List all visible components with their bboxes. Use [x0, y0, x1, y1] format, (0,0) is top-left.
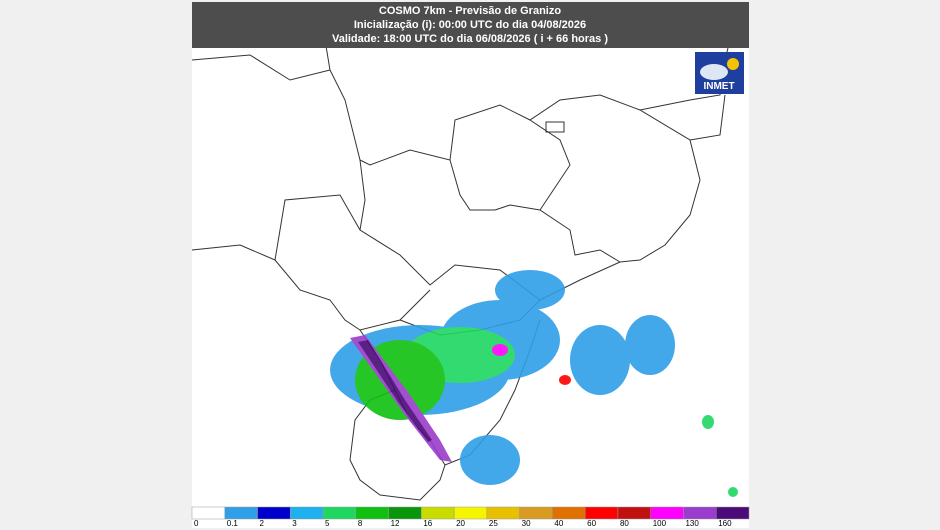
- map-panel: [192, 2, 749, 528]
- hail-area: [570, 325, 630, 395]
- legend-swatch: [388, 506, 422, 520]
- legend: 0 0.1 2 3 5 8 12 16 20 25 30 40 60 80 100 130 160: [191, 506, 750, 528]
- logo-cloud: [700, 64, 728, 80]
- legend-label: 130: [685, 519, 699, 528]
- header-bar: [192, 2, 749, 48]
- legend-label: 25: [489, 519, 498, 528]
- legend-label: 2: [260, 519, 265, 528]
- hail-area: [495, 270, 565, 310]
- legend-swatch: [552, 506, 586, 520]
- legend-swatch: [486, 506, 520, 520]
- legend-swatch: [617, 506, 651, 520]
- legend-swatch: [257, 506, 291, 520]
- hail-area: [358, 340, 432, 442]
- legend-label: 8: [358, 519, 363, 528]
- legend-label: 20: [456, 519, 465, 528]
- legend-swatch: [322, 506, 357, 520]
- legend-swatch: [290, 506, 324, 520]
- legend-label: 5: [325, 519, 330, 528]
- hail-field: [330, 270, 738, 497]
- hail-area: [625, 315, 675, 375]
- legend-label: 60: [587, 519, 596, 528]
- legend-swatch: [584, 506, 619, 520]
- logo-sun: [727, 58, 739, 70]
- legend-swatch: [683, 506, 717, 520]
- legend-label: 160: [718, 519, 732, 528]
- validity: Validade: 18:00 UTC do dia 06/08/2026 ( …: [332, 33, 608, 45]
- legend-swatch: [224, 506, 258, 520]
- legend-label: 30: [522, 519, 531, 528]
- legend-label: 0.1: [227, 519, 239, 528]
- legend-swatch: [453, 506, 488, 520]
- legend-label: 100: [653, 519, 667, 528]
- legend-label: 16: [423, 519, 432, 528]
- legend-swatch: [355, 506, 389, 520]
- hail-area: [492, 344, 508, 356]
- legend-swatch: [421, 506, 455, 520]
- hail-area: [702, 415, 714, 429]
- legend-swatch: [191, 506, 226, 520]
- legend-swatch: [650, 506, 684, 520]
- hail-area: [460, 435, 520, 485]
- legend-label: 3: [292, 519, 297, 528]
- hail-area: [728, 487, 738, 497]
- legend-label: 80: [620, 519, 629, 528]
- hail-area: [559, 375, 571, 385]
- legend-label: 0: [194, 519, 199, 528]
- initialization: Inicialização (i): 00:00 UTC do dia 04/0…: [354, 19, 586, 31]
- legend-label: 12: [391, 519, 400, 528]
- legend-label: 40: [554, 519, 563, 528]
- title: COSMO 7km - Previsão de Granizo: [379, 5, 561, 17]
- legend-swatch: [519, 506, 553, 520]
- legend-swatch: [715, 506, 750, 520]
- logo-text: INMET: [703, 81, 734, 92]
